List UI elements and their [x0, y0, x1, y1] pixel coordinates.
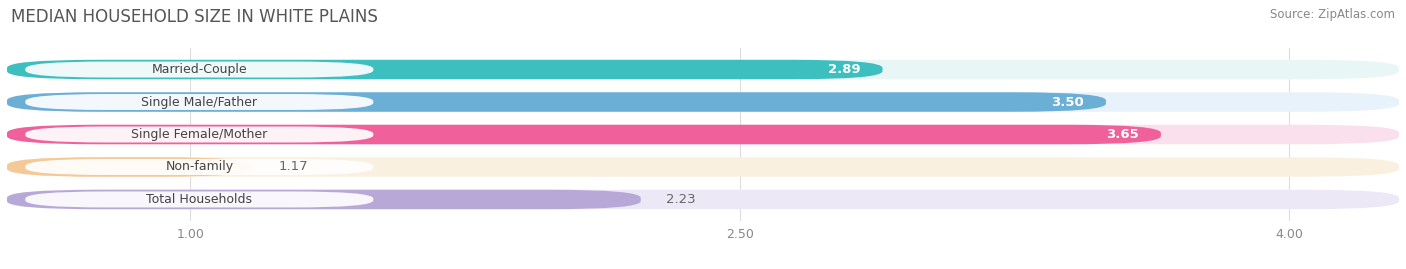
Text: Non-family: Non-family: [166, 161, 233, 174]
FancyBboxPatch shape: [7, 190, 1399, 209]
Text: 1.17: 1.17: [278, 161, 308, 174]
FancyBboxPatch shape: [7, 190, 641, 209]
Text: 3.50: 3.50: [1052, 95, 1084, 108]
Text: Source: ZipAtlas.com: Source: ZipAtlas.com: [1270, 8, 1395, 21]
Text: Single Female/Mother: Single Female/Mother: [131, 128, 267, 141]
FancyBboxPatch shape: [7, 60, 883, 79]
Text: 2.23: 2.23: [666, 193, 696, 206]
FancyBboxPatch shape: [25, 94, 374, 110]
FancyBboxPatch shape: [7, 157, 1399, 177]
Text: Single Male/Father: Single Male/Father: [142, 95, 257, 108]
Text: 3.65: 3.65: [1107, 128, 1139, 141]
FancyBboxPatch shape: [25, 62, 374, 77]
FancyBboxPatch shape: [7, 92, 1107, 112]
Text: 2.89: 2.89: [828, 63, 860, 76]
FancyBboxPatch shape: [7, 157, 253, 177]
Text: Married-Couple: Married-Couple: [152, 63, 247, 76]
Text: MEDIAN HOUSEHOLD SIZE IN WHITE PLAINS: MEDIAN HOUSEHOLD SIZE IN WHITE PLAINS: [11, 8, 378, 26]
FancyBboxPatch shape: [25, 192, 374, 207]
FancyBboxPatch shape: [25, 159, 374, 175]
FancyBboxPatch shape: [7, 92, 1399, 112]
Text: Total Households: Total Households: [146, 193, 252, 206]
FancyBboxPatch shape: [25, 126, 374, 143]
FancyBboxPatch shape: [7, 125, 1161, 144]
FancyBboxPatch shape: [7, 125, 1399, 144]
FancyBboxPatch shape: [7, 60, 1399, 79]
